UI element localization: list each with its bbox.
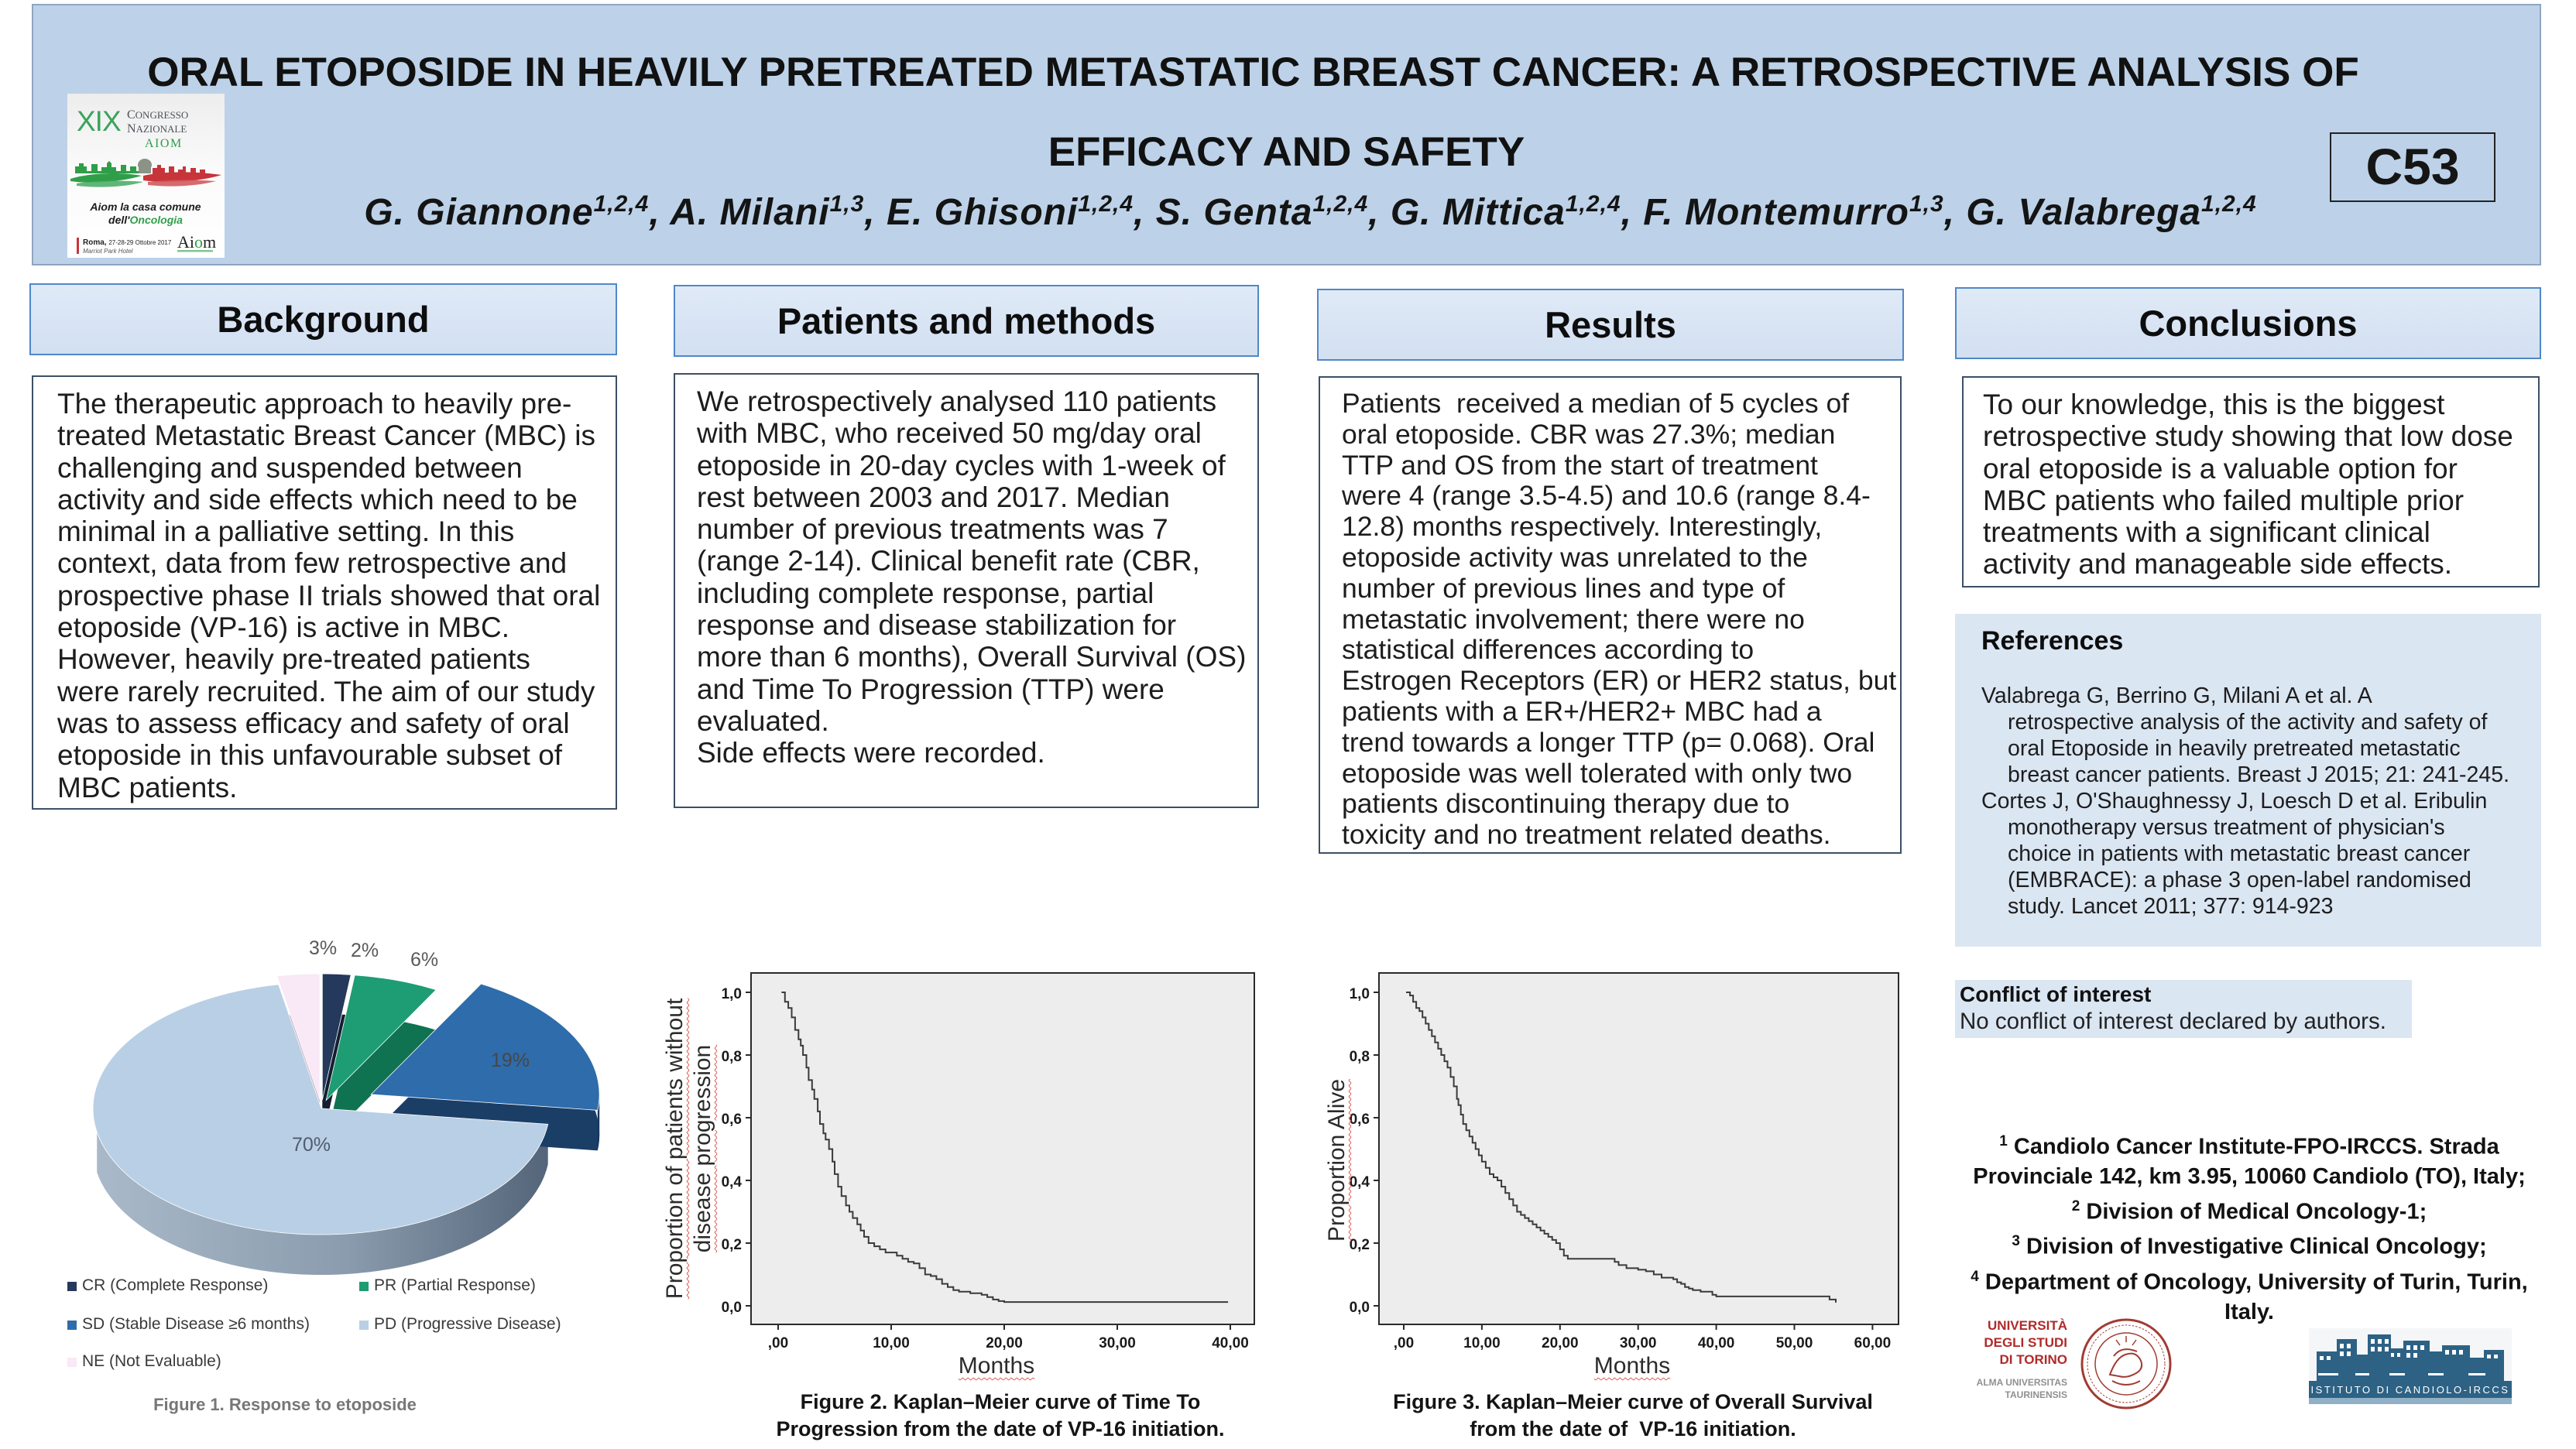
svg-text:40,00: 40,00 [1212,1335,1249,1351]
svg-text:ISTITUTO DI CANDIOLO-IRCCS: ISTITUTO DI CANDIOLO-IRCCS [2311,1384,2510,1396]
svg-text:0,0: 0,0 [1350,1300,1370,1316]
svg-text:10,00: 10,00 [1463,1335,1501,1351]
svg-text:0,8: 0,8 [1350,1049,1370,1065]
svg-text:DI TORINO: DI TORINO [1999,1352,2067,1367]
svg-text:0,6: 0,6 [722,1112,742,1128]
svg-text:DEGLI STUDI: DEGLI STUDI [1984,1335,2067,1350]
svg-text:30,00: 30,00 [1620,1335,1657,1351]
svg-text:,00: ,00 [1394,1335,1414,1351]
svg-text:UNIVERSITÀ: UNIVERSITÀ [1988,1318,2067,1333]
svg-text:0,4: 0,4 [1350,1174,1370,1190]
svg-text:AIOM: AIOM [145,137,183,150]
svg-text:Marriot Park Hotel: Marriot Park Hotel [83,248,133,255]
svg-text:60,00: 60,00 [1854,1335,1892,1351]
svg-text:0,2: 0,2 [722,1237,742,1253]
svg-text:0,8: 0,8 [722,1049,742,1065]
svg-text:,00: ,00 [768,1335,788,1351]
svg-text:50,00: 50,00 [1776,1335,1813,1351]
svg-text:1,0: 1,0 [1350,986,1370,1002]
svg-text:10,00: 10,00 [873,1335,910,1351]
svg-text:ALMA UNIVERSITAS: ALMA UNIVERSITAS [1977,1377,2067,1388]
svg-text:Roma, 27-28-29 Ottobre 2017: Roma, 27-28-29 Ottobre 2017 [83,238,172,247]
svg-text:40,00: 40,00 [1698,1335,1735,1351]
svg-text:0,4: 0,4 [722,1174,743,1190]
svg-text:20,00: 20,00 [1542,1335,1579,1351]
svg-text:CONGRESSO: CONGRESSO [127,108,188,122]
svg-text:XIX: XIX [77,105,121,137]
svg-text:0,6: 0,6 [1350,1112,1370,1128]
svg-text:Aiom la casa comune: Aiom la casa comune [89,200,201,213]
svg-text:NAZIONALE: NAZIONALE [127,122,187,135]
svg-text:0,2: 0,2 [1350,1237,1370,1253]
svg-text:0,0: 0,0 [722,1300,742,1316]
svg-text:TAURINENSIS: TAURINENSIS [2005,1389,2067,1400]
svg-text:1,0: 1,0 [722,986,742,1002]
svg-text:dell'Oncologia: dell'Oncologia [108,214,183,226]
svg-text:Aiom: Aiom [177,232,216,252]
svg-text:30,00: 30,00 [1099,1335,1136,1351]
svg-text:20,00: 20,00 [986,1335,1023,1351]
